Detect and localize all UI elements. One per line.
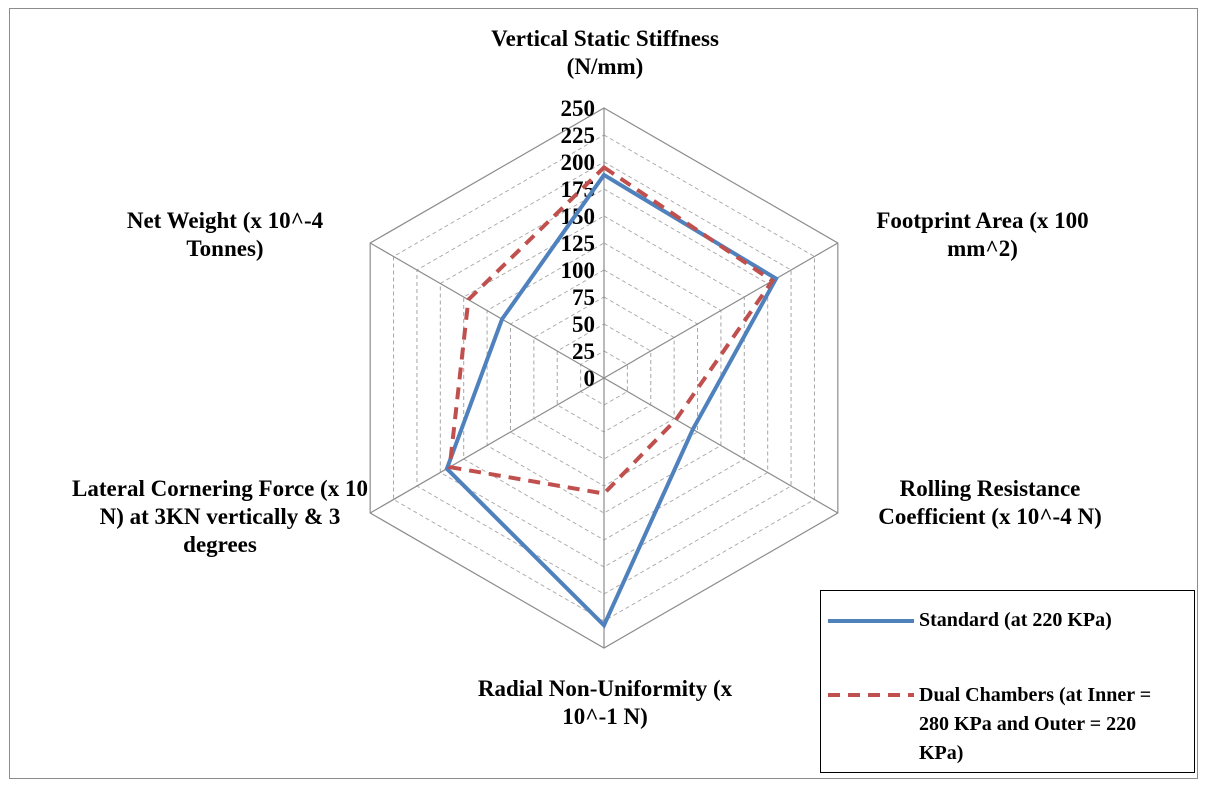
axis-label-footprint-area: Footprint Area (x 100 mm^2) — [876, 208, 1089, 261]
axis-label-lateral-cornering-force: Lateral Cornering Force (x 10 N) at 3KN … — [72, 476, 368, 557]
series-line-standard — [444, 172, 779, 629]
tick-label-25: 25 — [572, 339, 595, 364]
tick-label-100: 100 — [561, 258, 596, 283]
radar-grid — [369, 107, 839, 649]
tick-label-150: 150 — [561, 204, 596, 229]
legend-swatch-dual-chambers — [828, 693, 914, 697]
tick-label-0: 0 — [584, 366, 596, 391]
tick-label-75: 75 — [572, 285, 595, 310]
tick-label-200: 200 — [561, 150, 596, 175]
tick-label-250: 250 — [561, 96, 596, 121]
tick-label-225: 225 — [561, 123, 596, 148]
spoke-2 — [603, 377, 839, 514]
axis-label-rolling-resistance: Rolling Resistance Coefficient (x 10^-4 … — [878, 476, 1102, 529]
spoke-4 — [369, 377, 605, 514]
series-lines — [444, 164, 779, 629]
axis-label-vertical-static-stiffness: Vertical Static Stiffness (N/mm) — [491, 26, 719, 79]
series-line-dual-chambers — [447, 164, 776, 496]
axis-label-net-weight: Net Weight (x 10^-4 Tonnes) — [126, 208, 324, 261]
legend-swatch-standard — [828, 619, 914, 623]
axis-label-radial-non-uniformity: Radial Non-Uniformity (x 10^-1 N) — [477, 676, 733, 729]
legend: Standard (at 220 KPa) Dual Chambers (at … — [820, 590, 1195, 773]
spoke-1 — [603, 242, 839, 379]
tick-label-125: 125 — [561, 231, 596, 256]
tick-label-50: 50 — [572, 312, 595, 337]
legend-label-dual-chambers: Dual Chambers (at Inner = 280 KPa and Ou… — [919, 684, 1152, 764]
spoke-5 — [369, 242, 605, 379]
legend-label-standard: Standard (at 220 KPa) — [919, 609, 1112, 631]
